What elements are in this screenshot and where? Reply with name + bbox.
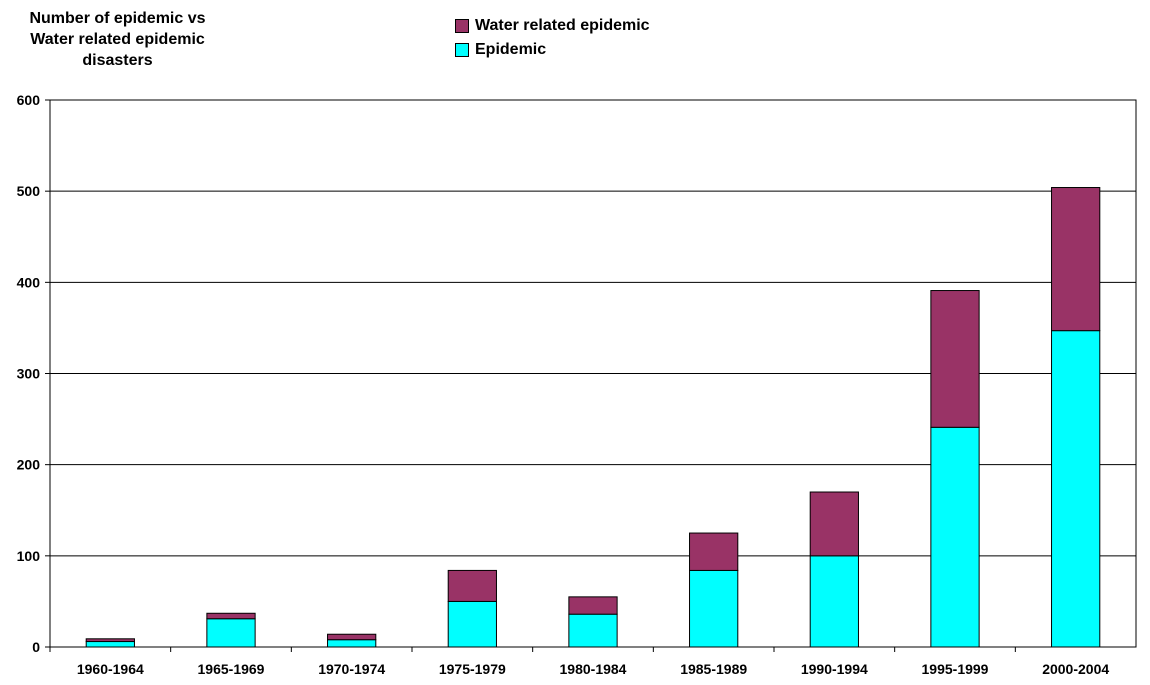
bar-epidemic-1960-1964 — [85, 641, 135, 648]
y-tick-label-100: 100 — [17, 548, 41, 564]
chart-title: Number of epidemic vs Water related epid… — [0, 8, 235, 71]
bar-water-related-epidemic-1985-1989 — [689, 532, 739, 571]
legend-swatch-epidemic — [455, 43, 469, 57]
y-tick-label-500: 500 — [17, 183, 41, 199]
bar-water-related-epidemic-1960-1964 — [85, 638, 135, 643]
bar-epidemic-1995-1999 — [930, 426, 980, 648]
legend-label-epidemic: Epidemic — [475, 41, 547, 58]
y-tick-label-600: 600 — [17, 92, 41, 108]
legend: Water related epidemic Epidemic — [455, 14, 650, 62]
x-tick-label-1975-1979: 1975-1979 — [439, 661, 506, 677]
y-tick-label-400: 400 — [17, 274, 41, 290]
chart-title-line-1: Number of epidemic vs — [29, 10, 206, 27]
legend-item-epidemic: Epidemic — [455, 38, 650, 62]
y-tick-label-300: 300 — [17, 366, 41, 382]
x-tick-label-1965-1969: 1965-1969 — [198, 661, 265, 677]
x-tick-label-1995-1999: 1995-1999 — [922, 661, 989, 677]
bar-water-related-epidemic-1975-1979 — [447, 569, 497, 602]
bar-epidemic-1980-1984 — [568, 613, 618, 648]
bar-water-related-epidemic-1995-1999 — [930, 290, 980, 428]
y-tick-label-200: 200 — [17, 457, 41, 473]
y-tick-label-0: 0 — [32, 639, 40, 655]
bar-water-related-epidemic-2000-2004 — [1051, 187, 1101, 332]
bar-water-related-epidemic-1965-1969 — [206, 612, 256, 620]
legend-swatch-water-related-epidemic — [455, 19, 469, 33]
x-tick-label-1960-1964: 1960-1964 — [77, 661, 144, 677]
bar-epidemic-1970-1974 — [327, 639, 377, 648]
bar-epidemic-1975-1979 — [447, 600, 497, 648]
bar-epidemic-1965-1969 — [206, 618, 256, 648]
bar-water-related-epidemic-1990-1994 — [809, 491, 859, 557]
bar-water-related-epidemic-1970-1974 — [327, 633, 377, 641]
legend-label-water-related-epidemic: Water related epidemic — [475, 17, 650, 34]
x-tick-label-1990-1994: 1990-1994 — [801, 661, 868, 677]
chart-title-line-3: disasters — [82, 52, 153, 69]
x-tick-label-1985-1989: 1985-1989 — [680, 661, 747, 677]
legend-item-water-related-epidemic: Water related epidemic — [455, 14, 650, 38]
x-tick-label-1980-1984: 1980-1984 — [560, 661, 627, 677]
x-tick-label-1970-1974: 1970-1974 — [318, 661, 385, 677]
x-tick-label-2000-2004: 2000-2004 — [1042, 661, 1109, 677]
bar-epidemic-1990-1994 — [809, 555, 859, 648]
bar-epidemic-1985-1989 — [689, 569, 739, 648]
bar-epidemic-2000-2004 — [1051, 330, 1101, 648]
bar-water-related-epidemic-1980-1984 — [568, 596, 618, 615]
chart-title-line-2: Water related epidemic — [30, 31, 205, 48]
